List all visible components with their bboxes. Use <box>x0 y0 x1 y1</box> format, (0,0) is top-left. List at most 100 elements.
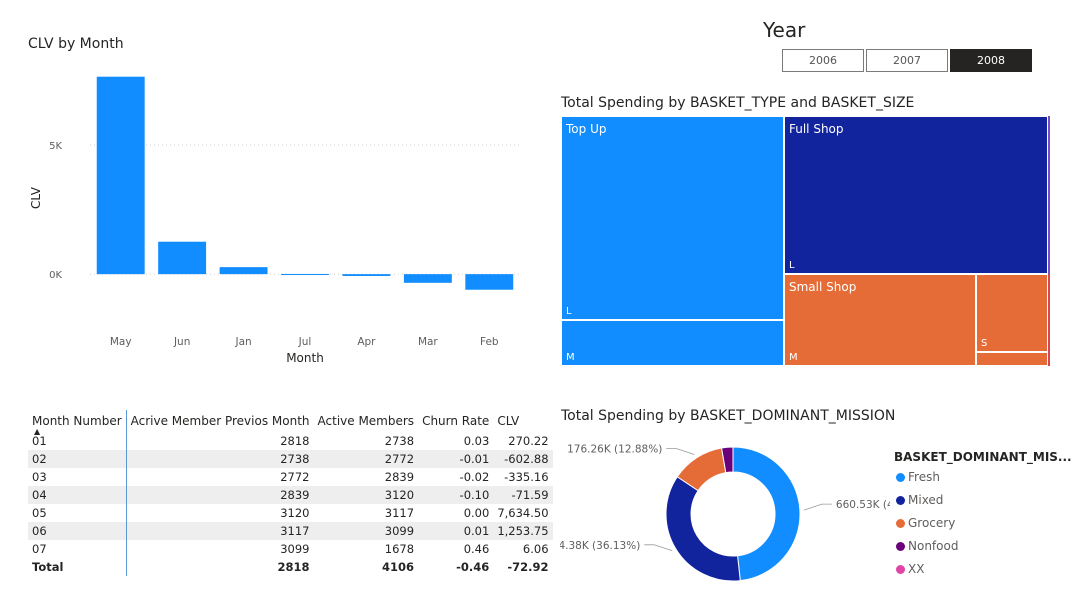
treemap-cell-sliver[interactable] <box>1048 274 1050 366</box>
cell-active-members: 3099 <box>313 522 419 540</box>
column-header-prev-members[interactable]: Acrive Member Previos Month <box>130 414 310 428</box>
leader-line <box>666 448 695 455</box>
year-slicer-label: Year <box>763 18 806 42</box>
treemap-group-label: Full Shop <box>789 122 844 136</box>
bar-jun[interactable] <box>158 241 207 275</box>
cell-prev-members: 2839 <box>126 486 314 504</box>
treemap-title: Total Spending by BASKET_TYPE and BASKET… <box>561 95 915 111</box>
table-row[interactable]: 04 2839 3120 -0.10 -71.59 <box>28 486 553 504</box>
table-row[interactable]: 01 2818 2738 0.03 270.22 <box>28 432 553 450</box>
data-label: 660.53K (48.27%) <box>836 499 890 511</box>
donut-slice-fresh[interactable] <box>732 446 801 582</box>
table-row[interactable]: 03 2772 2839 -0.02 -335.16 <box>28 468 553 486</box>
cell-clv: 270.22 <box>508 434 549 448</box>
treemap-subgroup-label: L <box>789 260 795 271</box>
data-label: 494.38K (36.13%) <box>560 540 640 552</box>
legend-label: Grocery <box>908 516 956 530</box>
donut-slice-mixed[interactable] <box>665 476 741 582</box>
donut-legend-title: BASKET_DOMINANT_MIS... <box>894 450 1072 464</box>
cell-total-clv: -72.92 <box>507 560 549 574</box>
cell-month: 05 <box>28 504 127 522</box>
treemap-cell-small-shop-other[interactable] <box>976 352 1048 366</box>
treemap-subgroup-label: M <box>789 352 798 363</box>
legend-item-xx[interactable]: XX <box>896 562 924 576</box>
legend-label: Nonfood <box>908 539 959 553</box>
table-row[interactable]: 07 3099 1678 0.46 6.06 <box>28 540 553 558</box>
cell-clv: 7,634.50 <box>497 506 549 520</box>
legend-dot-icon <box>896 496 905 505</box>
x-axis-title: Month <box>286 351 324 365</box>
legend-dot-icon <box>896 565 905 574</box>
cell-churn-rate: -0.01 <box>418 450 494 468</box>
cell-clv: -602.88 <box>493 450 553 468</box>
x-tick-label: May <box>110 336 132 348</box>
cell-clv: -71.59 <box>493 486 553 504</box>
legend-dot-icon <box>896 519 905 528</box>
treemap-cell-sliver[interactable] <box>1048 116 1050 274</box>
cell-churn-rate: 0.00 <box>463 506 490 520</box>
x-tick-label: Feb <box>480 336 499 348</box>
donut-slice-nonfood[interactable] <box>720 446 734 474</box>
legend-label: Mixed <box>908 493 944 507</box>
x-tick-label: Jun <box>173 336 190 348</box>
table-row[interactable]: 02 2738 2772 -0.01 -602.88 <box>28 450 553 468</box>
table-total-row: Total 2818 4106 -0.46 -72.92 <box>28 558 553 576</box>
data-label: 176.26K (12.88%) <box>567 443 662 455</box>
clv-chart-title: CLV by Month <box>28 36 124 52</box>
column-header-active-members[interactable]: Active Members <box>317 414 415 428</box>
bar-jul[interactable] <box>281 273 329 275</box>
bar-may[interactable] <box>96 76 145 275</box>
cell-churn-rate: 0.01 <box>418 522 494 540</box>
mission-donut-chart[interactable]: 660.53K (48.27%) 494.38K (36.13%) 176.26K … <box>545 430 1080 605</box>
y-axis-title: CLV <box>29 186 43 209</box>
cell-prev-members: 2772 <box>280 470 310 484</box>
treemap-subgroup-label: M <box>566 352 575 363</box>
treemap-cell-small-shop-m[interactable]: Small Shop M <box>784 274 976 366</box>
cell-active-members: 2839 <box>384 470 415 484</box>
treemap-cell-small-shop-s[interactable]: S <box>976 274 1048 352</box>
table-row[interactable]: 05 3120 3117 0.00 7,634.50 <box>28 504 553 522</box>
churn-table: Month Number Acrive Member Previos Month… <box>28 410 553 576</box>
treemap-cell-top-up-l[interactable]: Top Up L <box>561 116 784 320</box>
column-header-clv[interactable]: CLV <box>497 414 520 428</box>
cell-month: 07 <box>28 540 127 558</box>
cell-prev-members: 2738 <box>126 450 314 468</box>
x-tick-label: Mar <box>418 336 438 348</box>
cell-month: 01 <box>28 432 127 450</box>
column-header-month-number[interactable]: Month Number <box>28 410 127 432</box>
x-tick-label: Apr <box>357 336 376 348</box>
clv-bar-chart[interactable]: 5K 0K May Jun Jan Jul Apr Mar Feb Month CLV <box>20 60 530 380</box>
legend-item-nonfood[interactable]: Nonfood <box>896 539 958 553</box>
bar-apr[interactable] <box>342 274 391 276</box>
donut-chart-title: Total Spending by BASKET_DOMINANT_MISSIO… <box>561 408 896 424</box>
column-header-churn-rate[interactable]: Churn Rate <box>422 414 490 428</box>
treemap-cell-top-up-m[interactable]: M <box>561 320 784 366</box>
year-option-2007[interactable]: 2007 <box>866 49 948 72</box>
legend-dot-icon <box>896 542 905 551</box>
cell-clv: -335.16 <box>504 470 549 484</box>
treemap-cell-full-shop-l[interactable]: Full Shop L <box>784 116 1048 274</box>
bar-feb[interactable] <box>465 274 514 290</box>
cell-churn-rate: 0.46 <box>463 542 490 556</box>
cell-active-members: 3120 <box>313 486 419 504</box>
leader-line <box>803 503 832 511</box>
cell-prev-members: 2818 <box>280 434 310 448</box>
cell-active-members: 2738 <box>384 434 415 448</box>
year-option-2008[interactable]: 2008 <box>950 49 1032 72</box>
cell-total-active-members: 4106 <box>382 560 415 574</box>
year-option-2006[interactable]: 2006 <box>782 49 864 72</box>
cell-total-prev-members: 2818 <box>277 560 310 574</box>
bar-jan[interactable] <box>219 267 268 275</box>
legend-item-mixed[interactable]: Mixed <box>896 493 943 507</box>
bar-mar[interactable] <box>403 274 452 283</box>
cell-prev-members: 3099 <box>280 542 310 556</box>
table-row[interactable]: 06 3117 3099 0.01 1,253.75 <box>28 522 553 540</box>
legend-item-fresh[interactable]: Fresh <box>896 470 940 484</box>
cell-churn-rate: -0.02 <box>459 470 490 484</box>
cell-prev-members: 3120 <box>280 506 310 520</box>
legend-item-grocery[interactable]: Grocery <box>896 516 955 530</box>
cell-month: 02 <box>28 450 127 468</box>
x-tick-label: Jan <box>234 336 251 348</box>
basket-type-treemap[interactable]: Top Up L M Full Shop L Small Shop M S <box>561 116 1050 366</box>
legend-dot-icon <box>896 473 905 482</box>
